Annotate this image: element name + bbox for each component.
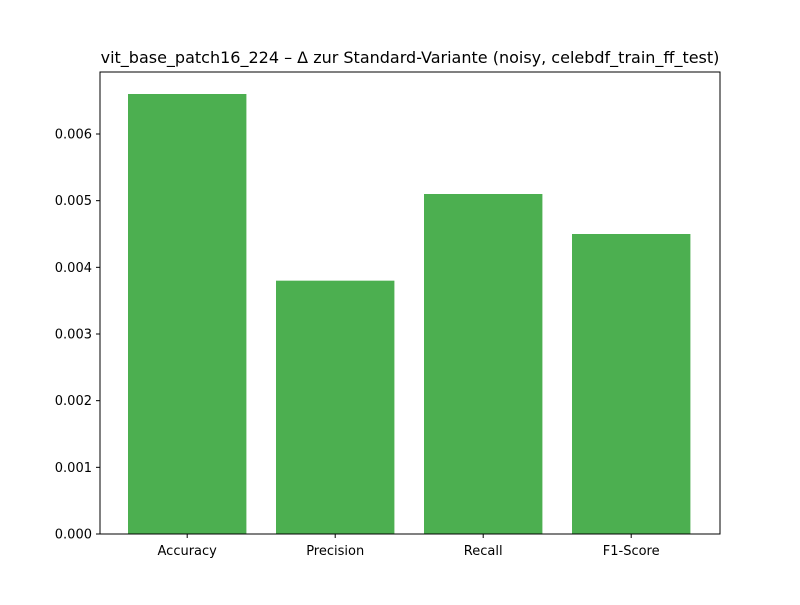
plot-frame (99, 71, 721, 535)
bar-recall (424, 194, 543, 534)
y-tick-label: 0.005 (55, 194, 92, 209)
x-tick-label: F1-Score (603, 544, 660, 559)
x-tick-label: Recall (464, 544, 503, 559)
bar-accuracy (128, 94, 247, 534)
y-tick-label: 0.002 (55, 394, 92, 409)
bar-precision (276, 280, 395, 534)
y-tick-label: 0.006 (55, 128, 92, 143)
y-tick-label: 0.003 (55, 328, 92, 343)
bar-f1-score (572, 234, 691, 534)
y-tick-label: 0.001 (55, 461, 92, 476)
y-tick-label: 0.004 (55, 261, 92, 276)
chart-title: vit_base_patch16_224 – Δ zur Standard-Va… (101, 48, 720, 68)
y-axis: 0.000 0.001 0.002 0.003 0.004 0.005 0.006 (55, 128, 100, 543)
x-axis: Accuracy Precision Recall F1-Score (158, 534, 660, 559)
y-tick-label: 0.000 (55, 528, 92, 543)
bars-group (128, 94, 691, 534)
x-tick-label: Accuracy (158, 544, 218, 559)
x-tick-label: Precision (306, 544, 364, 559)
